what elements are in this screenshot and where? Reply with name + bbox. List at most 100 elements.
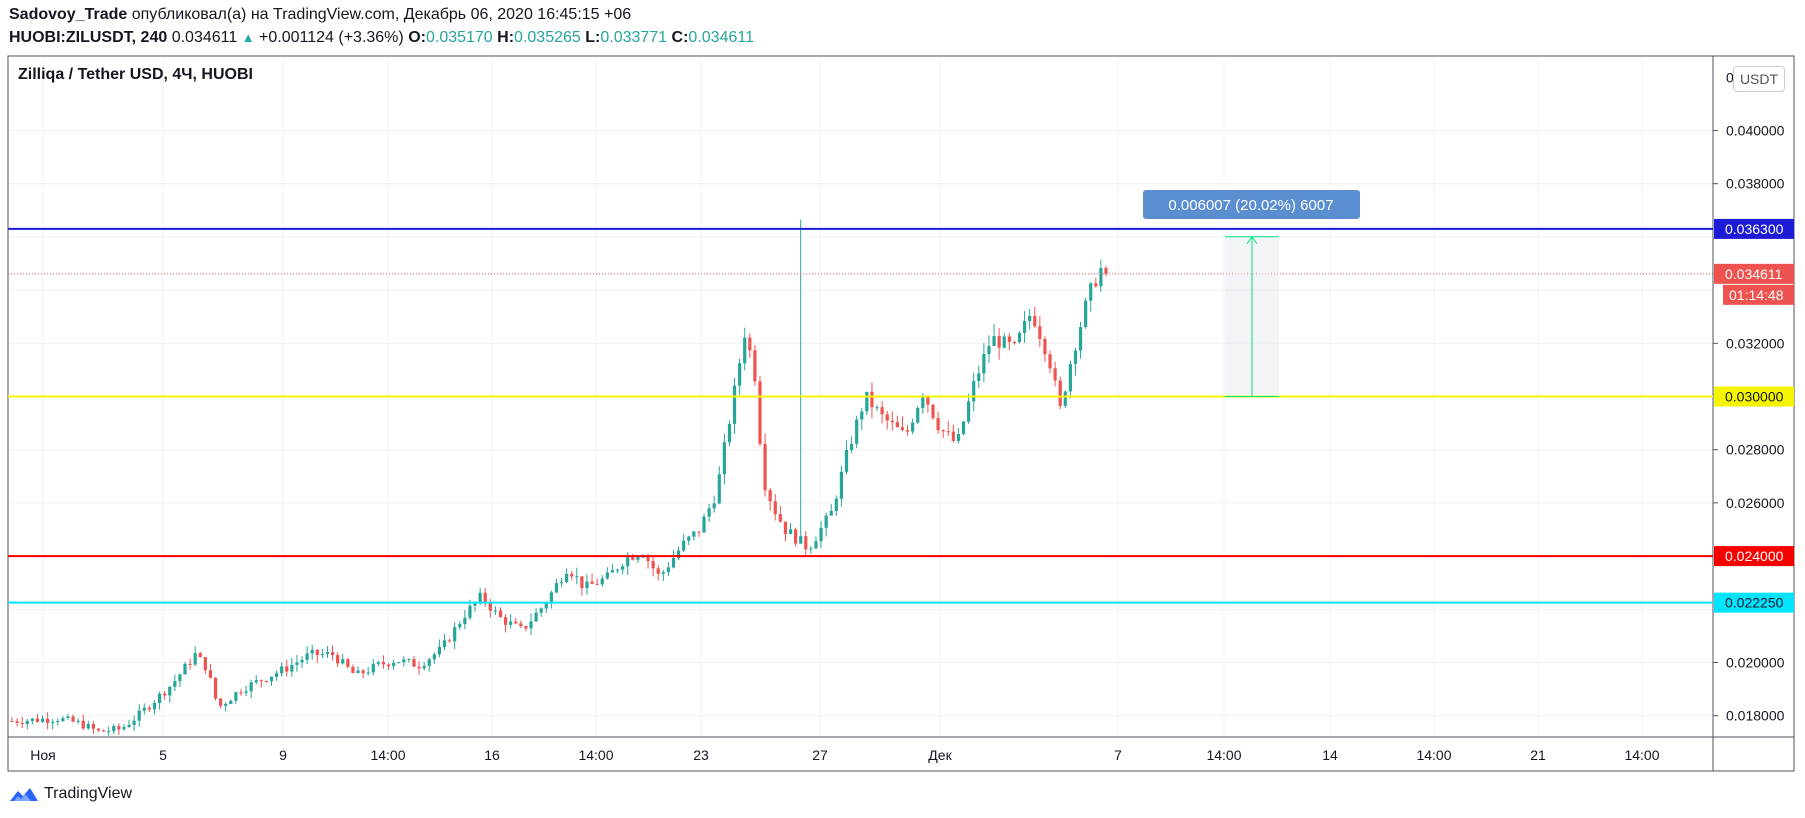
candle-body bbox=[631, 557, 635, 560]
candle bbox=[916, 406, 920, 425]
candle bbox=[834, 495, 838, 517]
candle bbox=[137, 704, 141, 727]
candle-body bbox=[402, 659, 406, 663]
candle-body bbox=[743, 337, 747, 364]
close-label: C: bbox=[671, 29, 689, 46]
tradingview-logo[interactable]: TradingView bbox=[8, 785, 132, 803]
candle bbox=[676, 546, 681, 561]
candle bbox=[152, 700, 157, 715]
candle-body bbox=[193, 653, 197, 665]
candle bbox=[325, 646, 330, 658]
candle-body bbox=[722, 442, 726, 475]
candle bbox=[35, 713, 40, 723]
candle bbox=[305, 646, 309, 665]
level-label-cyan: 0.022250 bbox=[1725, 595, 1784, 611]
candle bbox=[448, 638, 452, 643]
candle-body bbox=[936, 418, 940, 431]
candle bbox=[157, 691, 162, 710]
candle-body bbox=[1084, 300, 1088, 328]
candle-body bbox=[1002, 336, 1006, 348]
candle bbox=[748, 333, 752, 358]
candle bbox=[1068, 360, 1072, 399]
candle bbox=[753, 345, 757, 386]
price-axis: 0.018000 0.020000 0.026000 0.028000 0.032000… bbox=[1713, 69, 1785, 724]
candle bbox=[20, 716, 24, 729]
candle-body bbox=[814, 541, 818, 549]
candle bbox=[229, 699, 233, 705]
candle-body bbox=[539, 608, 543, 613]
candle-body bbox=[463, 617, 467, 625]
candle bbox=[809, 546, 813, 554]
candle bbox=[25, 718, 29, 730]
candle bbox=[122, 724, 126, 732]
candle bbox=[341, 654, 345, 665]
candle-body bbox=[890, 420, 894, 423]
candle bbox=[442, 634, 447, 651]
candle bbox=[885, 411, 889, 430]
candle bbox=[661, 569, 665, 581]
chart-header-ohlc: HUOBI:ZILUSDT, 240 0.034611 ▲ +0.001124 … bbox=[9, 29, 754, 47]
candle-body bbox=[585, 581, 589, 589]
candle-body bbox=[249, 682, 253, 692]
candle bbox=[967, 393, 971, 424]
candle bbox=[1012, 340, 1017, 345]
candle-body bbox=[152, 702, 157, 710]
candle-body bbox=[229, 700, 233, 705]
candle bbox=[824, 512, 828, 537]
candle-body bbox=[900, 427, 905, 430]
candle-body bbox=[473, 602, 477, 606]
candle-body bbox=[320, 654, 324, 656]
candle-body bbox=[855, 419, 859, 444]
low-label: L: bbox=[585, 29, 601, 46]
candle bbox=[310, 644, 314, 660]
candle-body bbox=[794, 529, 798, 544]
candle bbox=[463, 610, 467, 630]
candle-body bbox=[300, 659, 304, 663]
open-label: O: bbox=[408, 29, 426, 46]
candle bbox=[722, 433, 726, 485]
candle bbox=[168, 686, 172, 703]
close-value: 0.034611 bbox=[688, 29, 754, 46]
candle-body bbox=[748, 337, 752, 351]
candle-body bbox=[646, 556, 650, 562]
candle bbox=[631, 553, 635, 561]
candle-body bbox=[982, 354, 986, 374]
candle-body bbox=[682, 540, 686, 551]
candle-body bbox=[671, 557, 676, 568]
candle-body bbox=[468, 605, 472, 618]
candle bbox=[702, 513, 706, 533]
candle bbox=[351, 664, 355, 674]
candle-body bbox=[626, 557, 630, 567]
candle bbox=[580, 576, 584, 596]
candle-body bbox=[997, 336, 1001, 348]
candle bbox=[1022, 310, 1027, 343]
candle-body bbox=[692, 531, 696, 537]
candle-body bbox=[509, 621, 513, 625]
last-price-box bbox=[1714, 263, 1794, 284]
candle-body bbox=[1063, 391, 1067, 406]
x-tick-label: Дек bbox=[928, 747, 952, 763]
candle bbox=[651, 556, 655, 577]
candle-body bbox=[1104, 268, 1108, 274]
candle-body bbox=[519, 623, 523, 627]
candle-body bbox=[911, 422, 915, 432]
level-label-yellow: 0.030000 bbox=[1725, 389, 1784, 405]
candle-body bbox=[534, 612, 538, 622]
candle bbox=[977, 365, 981, 388]
y-tick-label: 0.026000 bbox=[1726, 495, 1785, 511]
low-value: 0.033771 bbox=[600, 29, 668, 46]
high-value: 0.035265 bbox=[514, 29, 581, 46]
candle-body bbox=[559, 582, 564, 584]
candle-body bbox=[1068, 363, 1072, 392]
candle-body bbox=[96, 728, 101, 731]
candle bbox=[300, 656, 304, 668]
candle-body bbox=[163, 693, 167, 696]
author-name[interactable]: Sadovoy_Trade bbox=[9, 6, 128, 23]
candle-body bbox=[600, 578, 604, 585]
currency-button[interactable]: USDT bbox=[1733, 66, 1785, 92]
candle bbox=[865, 391, 869, 416]
x-tick-label: 23 bbox=[693, 747, 709, 763]
candle-body bbox=[834, 498, 838, 511]
candle-body bbox=[346, 659, 350, 667]
